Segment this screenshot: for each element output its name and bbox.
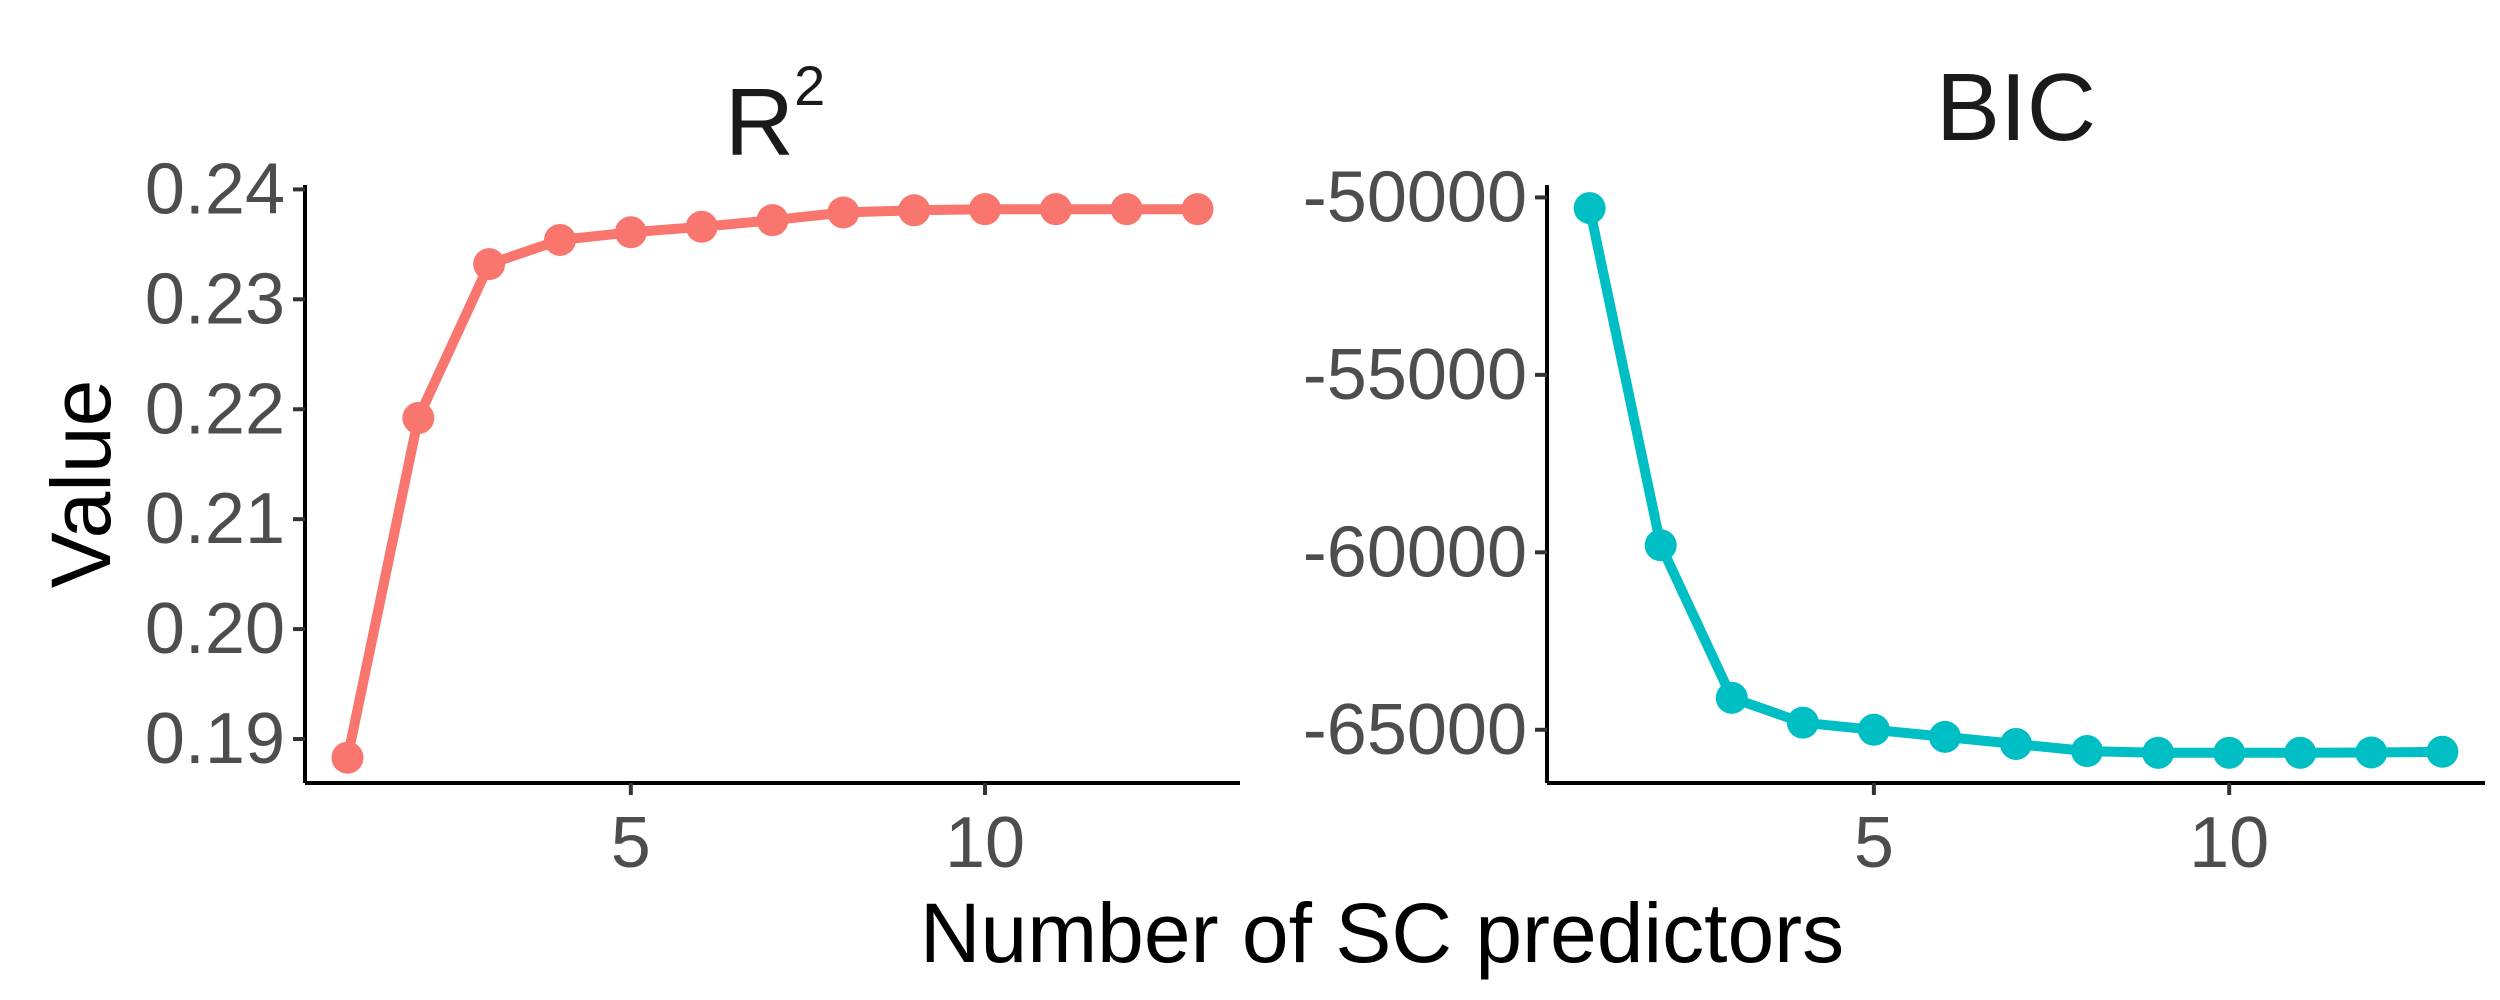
bic-data-point [1644,529,1677,562]
bic-y-tick-label: -55000 [1303,335,1527,415]
r2-series-line [342,204,1203,763]
bic-y-tick-label: -60000 [1303,512,1527,592]
r2-panel: R2 0.19 0.20 0.21 0.22 0.23 0.24 5 10 [145,54,1240,883]
r2-title-base: R [725,69,794,176]
r2-data-point [1110,193,1143,226]
r2-y-tick-label: 0.19 [145,699,285,779]
r2-y-tick-label: 0.23 [145,259,285,339]
y-axis-label: Value [34,380,128,589]
r2-data-point [827,196,860,229]
bic-data-point [2000,727,2032,760]
bic-data-point [1857,713,1890,746]
bic-panel-title: BIC [1936,54,2096,161]
bic-series-line [1584,203,2448,758]
r2-data-point [473,248,506,281]
r2-data-point [1039,193,1072,226]
r2-y-tick-label: 0.20 [145,589,285,669]
bic-data-point [1786,706,1819,739]
r2-data-point [898,194,931,227]
r2-data-point [331,741,364,774]
bic-x-tick-label: 5 [1854,803,1894,883]
bic-y-tick-label: -65000 [1303,690,1527,770]
r2-panel-title: R2 [725,54,825,176]
r2-data-point [756,204,789,237]
r2-data-point [402,402,435,435]
bic-data-point [2142,736,2175,769]
bic-panel: BIC -65000 -60000 -55000 -50000 5 10 [1303,54,2485,883]
r2-y-tick-label: 0.24 [145,149,285,229]
bic-data-point [2355,736,2388,769]
bic-data-point [2213,736,2246,769]
bic-data-point [2426,735,2459,768]
r2-data-point [685,210,718,243]
x-axis-label: Number of SC predictors [920,886,1844,980]
r2-data-point [544,223,576,256]
r2-y-tick-label: 0.22 [145,369,285,449]
bic-x-tick-label: 10 [2189,803,2269,883]
bic-data-point [1715,681,1748,714]
r2-x-tick-label: 5 [611,803,651,883]
r2-title-superscript: 2 [794,54,825,117]
r2-y-tick-label: 0.21 [145,479,285,559]
r2-data-point [969,193,1001,226]
r2-data-point [1181,193,1214,226]
r2-data-point [614,216,647,249]
bic-data-point [1928,720,1961,753]
bic-data-point [2071,735,2104,768]
bic-data-point [2284,736,2317,769]
bic-data-point [1573,192,1606,225]
bic-y-tick-label: -50000 [1303,157,1527,237]
r2-x-tick-label: 10 [945,803,1025,883]
